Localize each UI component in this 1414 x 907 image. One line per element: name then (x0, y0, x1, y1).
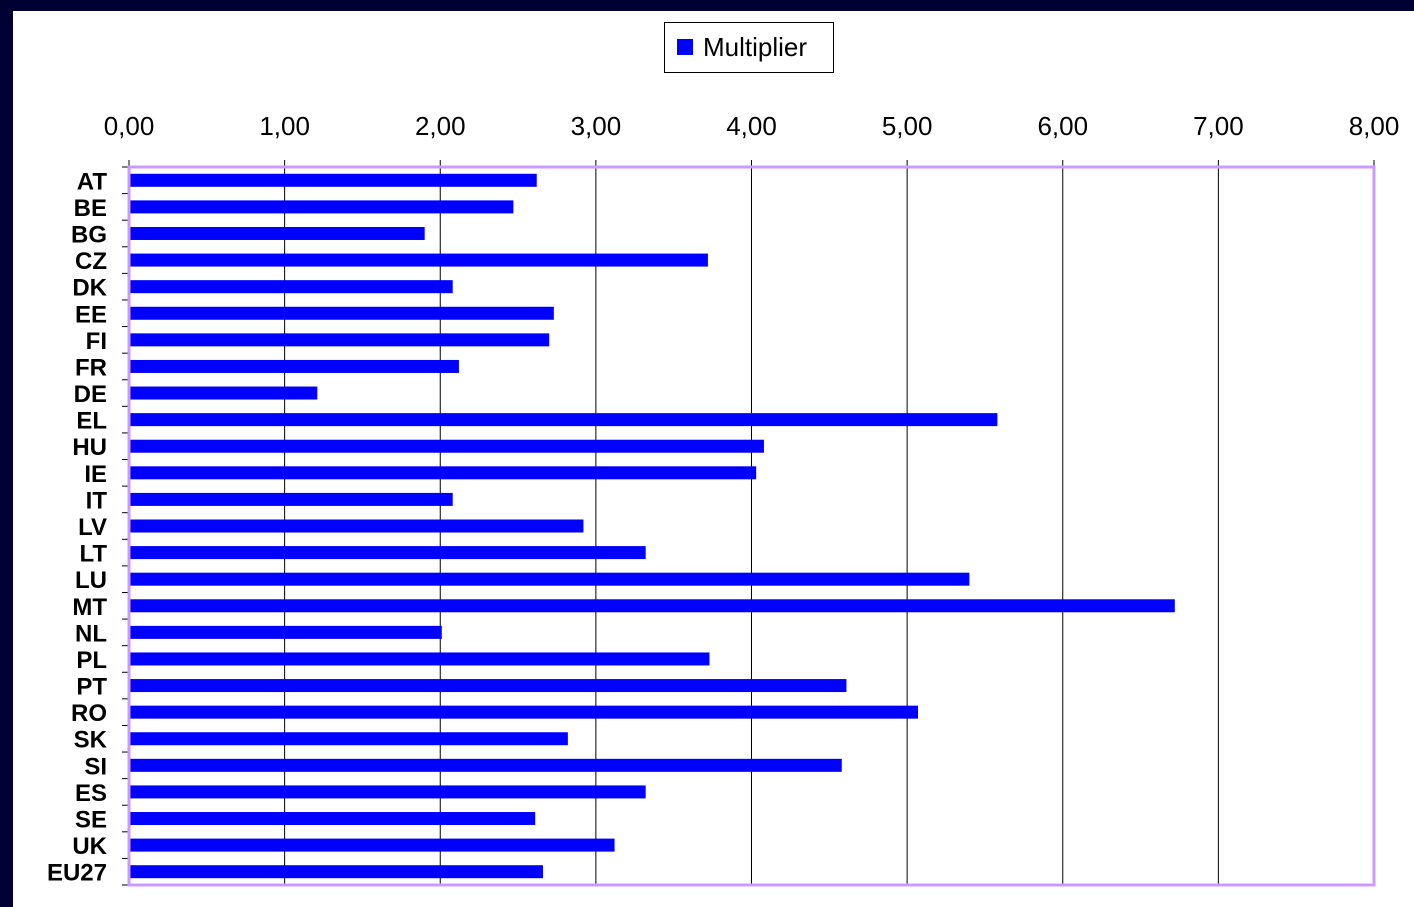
bar (129, 732, 568, 746)
y-tick-label: DE (74, 381, 107, 408)
y-tick-label: CZ (75, 248, 107, 275)
bar (129, 200, 514, 214)
y-tick-label: HU (72, 434, 107, 461)
legend-label: Multiplier (703, 32, 808, 62)
y-tick-label: LV (78, 514, 107, 541)
bar (129, 865, 543, 879)
chart-panel (13, 11, 1414, 907)
bar (129, 253, 708, 267)
y-tick-label: EL (76, 408, 107, 435)
bar (129, 492, 453, 506)
x-tick-label: 8,00 (1349, 111, 1400, 141)
bar (129, 386, 318, 400)
x-tick-label: 3,00 (571, 111, 622, 141)
bar (129, 812, 536, 826)
y-tick-label: PL (76, 647, 107, 674)
y-tick-label: UK (72, 833, 107, 860)
bar (129, 173, 537, 187)
bar (129, 546, 646, 560)
y-tick-label: SK (74, 727, 108, 754)
y-tick-label: SE (75, 807, 107, 834)
bar (129, 785, 646, 799)
x-tick-label: 4,00 (726, 111, 777, 141)
bar (129, 226, 425, 240)
bar (129, 705, 919, 719)
x-tick-label: 2,00 (415, 111, 466, 141)
bar (129, 413, 998, 427)
y-tick-label: ES (75, 780, 107, 807)
bar (129, 652, 710, 666)
bar (129, 572, 970, 586)
bar (129, 599, 1175, 613)
y-tick-label: LT (79, 541, 107, 568)
y-tick-label: RO (71, 700, 107, 727)
bar (129, 625, 442, 639)
bar (129, 519, 584, 533)
bar (129, 466, 757, 480)
y-tick-label: BG (71, 221, 107, 248)
y-tick-label: SI (84, 753, 107, 780)
y-tick-label: IT (86, 487, 108, 514)
x-axis-ticks: 0,00 1,00 2,00 3,00 4,00 5,00 6,00 7,00 8,00 (104, 111, 1400, 167)
y-tick-label: FR (75, 354, 107, 381)
y-tick-label: FI (86, 328, 107, 355)
bars (129, 173, 1175, 879)
y-tick-label: EU27 (47, 860, 107, 887)
y-tick-label: MT (72, 594, 107, 621)
y-axis-ticks: ATBEBGCZDKEEFIFRDEELHUIEITLVLTLUMTNLPLPT… (47, 166, 130, 887)
bar (129, 306, 554, 320)
bar (129, 838, 615, 852)
bar (129, 758, 842, 772)
bar (129, 679, 847, 693)
y-tick-label: BE (74, 195, 107, 222)
y-tick-label: AT (77, 168, 108, 195)
bar (129, 280, 453, 294)
y-tick-label: PT (76, 674, 107, 701)
plot-area-border (127, 165, 1376, 887)
y-tick-label: NL (75, 620, 107, 647)
y-tick-label: DK (72, 275, 107, 302)
bar (129, 359, 459, 373)
legend-swatch (677, 39, 693, 55)
x-tick-label: 7,00 (1193, 111, 1244, 141)
x-tick-label: 6,00 (1037, 111, 1088, 141)
y-tick-label: EE (75, 301, 107, 328)
y-tick-label: LU (75, 567, 107, 594)
x-tick-label: 0,00 (104, 111, 155, 141)
bar (129, 333, 550, 347)
legend: Multiplier (664, 22, 834, 73)
x-tick-label: 1,00 (259, 111, 310, 141)
bar (129, 439, 764, 453)
x-tick-label: 5,00 (882, 111, 933, 141)
y-tick-label: IE (84, 461, 107, 488)
